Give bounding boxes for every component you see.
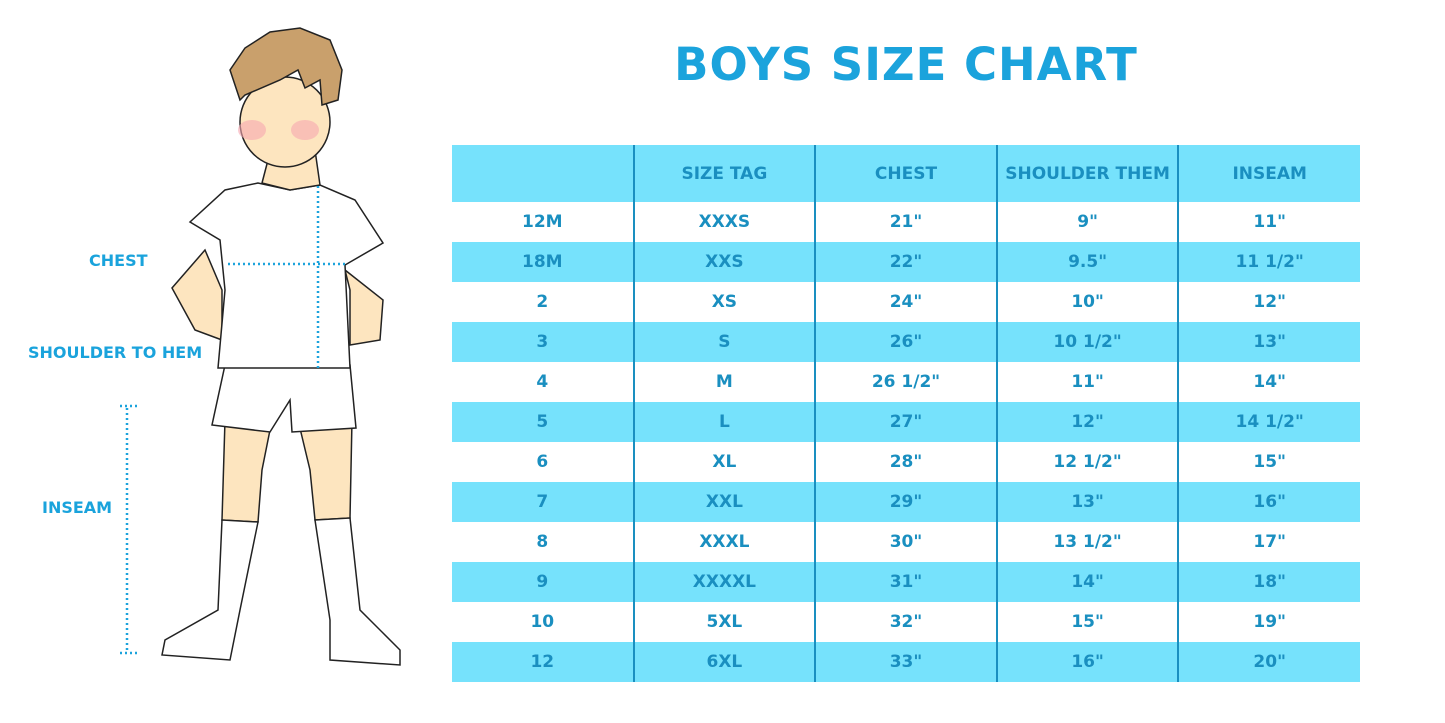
table-row: 6 XL 28" 12 1/2" 15" bbox=[452, 442, 1360, 482]
table-cell: 15" bbox=[995, 602, 1179, 642]
table-cell: M bbox=[632, 362, 816, 402]
table-cell: 32" bbox=[814, 602, 997, 642]
table-cell: 11" bbox=[995, 362, 1179, 402]
table-row: 9 XXXXL 31" 14" 18" bbox=[452, 562, 1360, 602]
shoulder-to-hem-label: SHOULDER TO HEM bbox=[28, 343, 203, 362]
inseam-label: INSEAM bbox=[42, 498, 113, 517]
boy-figure-illustration bbox=[120, 27, 401, 666]
table-row: 12M XXXS 21" 9" 11" bbox=[452, 202, 1360, 242]
table-cell: 29" bbox=[814, 482, 997, 522]
table-cell: 6XL bbox=[632, 642, 816, 682]
table-cell: 12 bbox=[452, 642, 634, 682]
table-cell: XXXXL bbox=[632, 562, 816, 602]
table-cell: 19" bbox=[1177, 602, 1360, 642]
table-row: 7 XXL 29" 13" 16" bbox=[452, 482, 1360, 522]
table-cell: 9.5" bbox=[995, 242, 1179, 282]
table-cell: 17" bbox=[1177, 522, 1360, 562]
table-cell: 26" bbox=[814, 322, 997, 362]
table-cell: 8 bbox=[536, 532, 549, 552]
table-cell: 11" bbox=[1177, 202, 1360, 242]
table-cell: 15" bbox=[1177, 442, 1360, 482]
table-row: 3 S 26" 10 1/2" 13" bbox=[452, 322, 1360, 362]
table-cell: XXXL bbox=[632, 522, 816, 562]
table-cell: 7 bbox=[452, 482, 634, 522]
table-cell: 10" bbox=[995, 282, 1179, 322]
table-cell: 24" bbox=[814, 282, 997, 322]
table-cell: 33" bbox=[814, 642, 997, 682]
table-row: 8 XXXL 30" 13 1/2" 17" bbox=[452, 522, 1360, 562]
table-cell: 20" bbox=[1177, 642, 1360, 682]
table-cell: L bbox=[632, 402, 816, 442]
table-cell: 10 1/2" bbox=[995, 322, 1179, 362]
table-cell: XL bbox=[632, 442, 816, 482]
table-cell: 12M bbox=[522, 212, 563, 232]
table-cell: S bbox=[632, 322, 816, 362]
table-cell: 9 bbox=[452, 562, 634, 602]
table-cell: XXS bbox=[632, 242, 816, 282]
table-cell: 31" bbox=[814, 562, 997, 602]
table-cell: 14" bbox=[995, 562, 1179, 602]
table-cell: 16" bbox=[995, 642, 1179, 682]
column-header: INSEAM bbox=[1177, 145, 1360, 202]
table-cell: XXXS bbox=[632, 202, 816, 242]
size-chart-table: SIZE TAG CHEST SHOULDER THEM INSEAM 12M XXXS… bbox=[452, 145, 1360, 682]
table-cell: 18M bbox=[452, 242, 634, 282]
table-cell: 27" bbox=[814, 402, 997, 442]
table-cell: 13 1/2" bbox=[995, 522, 1179, 562]
table-cell: 4 bbox=[536, 372, 549, 392]
column-header bbox=[452, 145, 634, 202]
table-cell: 14" bbox=[1177, 362, 1360, 402]
table-row: 5 L 27" 12" 14 1/2" bbox=[452, 402, 1360, 442]
table-row: 2 XS 24" 10" 12" bbox=[452, 282, 1360, 322]
table-row: 12 6XL 33" 16" 20" bbox=[452, 642, 1360, 682]
table-cell: 13" bbox=[1177, 322, 1360, 362]
table-cell: 26 1/2" bbox=[814, 362, 997, 402]
column-header: SIZE TAG bbox=[632, 145, 816, 202]
table-row: 10 5XL 32" 15" 19" bbox=[452, 602, 1360, 642]
table-cell: 9" bbox=[995, 202, 1179, 242]
table-cell: 5XL bbox=[632, 602, 816, 642]
table-cell: 12" bbox=[995, 402, 1179, 442]
column-header: SHOULDER THEM bbox=[995, 145, 1179, 202]
table-cell: 28" bbox=[814, 442, 997, 482]
table-cell: 22" bbox=[814, 242, 997, 282]
table-cell: 12" bbox=[1177, 282, 1360, 322]
table-cell: 2 bbox=[536, 292, 549, 312]
table-cell: 11 1/2" bbox=[1177, 242, 1360, 282]
table-cell: 13" bbox=[995, 482, 1179, 522]
table-cell: 21" bbox=[814, 202, 997, 242]
page-title: BOYS SIZE CHART bbox=[674, 38, 1138, 91]
table-cell: 18" bbox=[1177, 562, 1360, 602]
table-cell: XS bbox=[632, 282, 816, 322]
table-cell: 12 1/2" bbox=[995, 442, 1179, 482]
table-header-row: SIZE TAG CHEST SHOULDER THEM INSEAM bbox=[452, 145, 1360, 202]
table-cell: 16" bbox=[1177, 482, 1360, 522]
table-row: 4 M 26 1/2" 11" 14" bbox=[452, 362, 1360, 402]
table-cell: XXL bbox=[632, 482, 816, 522]
column-header: CHEST bbox=[814, 145, 997, 202]
table-cell: 30" bbox=[814, 522, 997, 562]
table-row: 18M XXS 22" 9.5" 11 1/2" bbox=[452, 242, 1360, 282]
chest-label: CHEST bbox=[89, 251, 148, 270]
table-cell: 6 bbox=[536, 452, 549, 472]
table-cell: 14 1/2" bbox=[1177, 402, 1360, 442]
table-cell: 3 bbox=[452, 322, 634, 362]
table-cell: 5 bbox=[452, 402, 634, 442]
table-cell: 10 bbox=[530, 612, 555, 632]
